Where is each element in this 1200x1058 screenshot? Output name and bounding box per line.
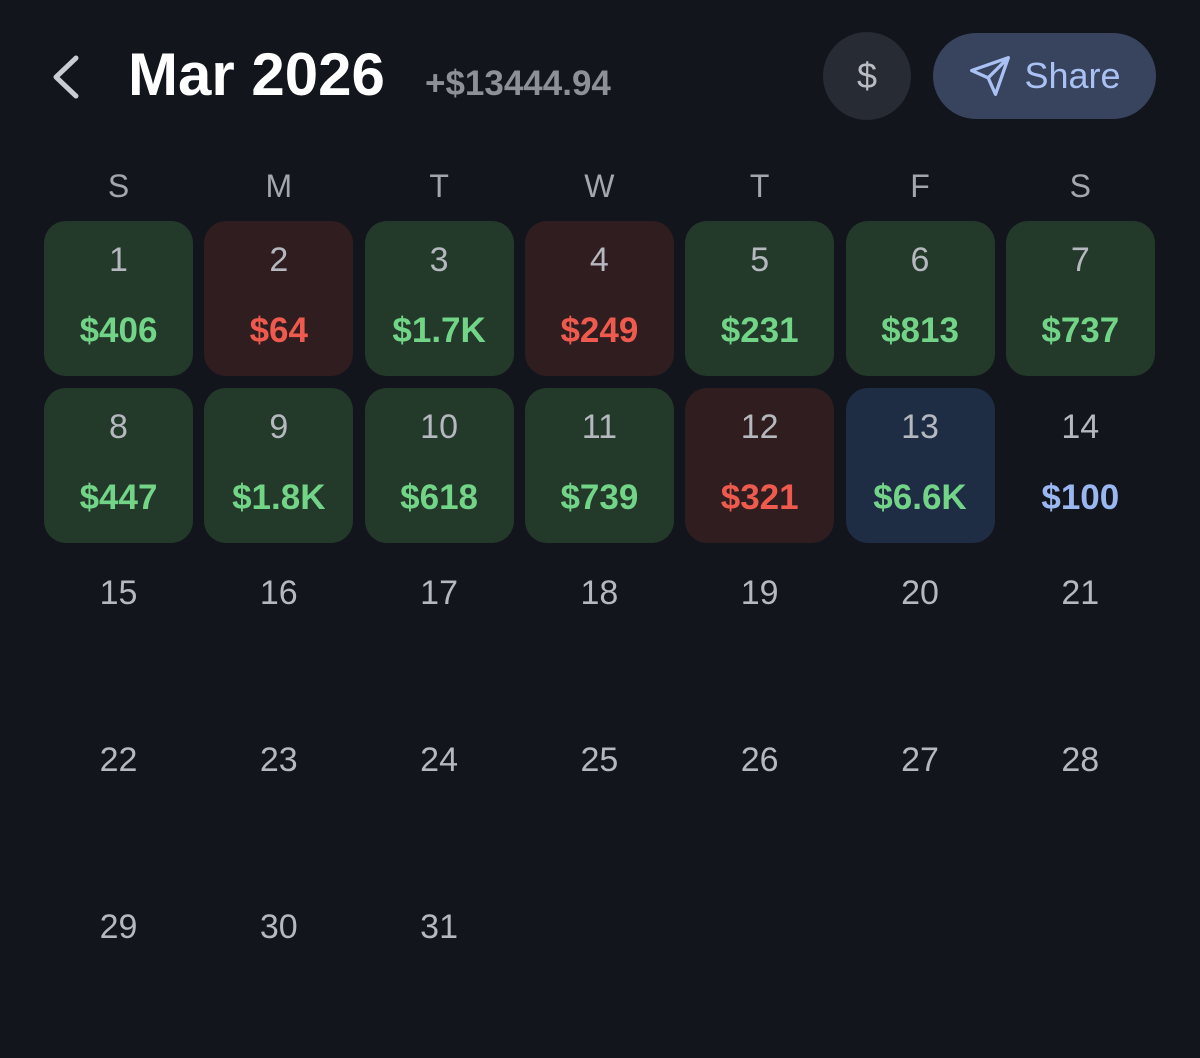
- day-number: 8: [109, 407, 128, 446]
- day-number: 10: [420, 407, 458, 446]
- day-amount: $100: [1041, 477, 1120, 517]
- share-icon: [970, 56, 1011, 96]
- day-number: 15: [99, 574, 138, 613]
- day-number: 3: [429, 241, 449, 279]
- day-cell[interactable]: [685, 387, 835, 543]
- day-number: 2: [269, 241, 289, 279]
- day-cell[interactable]: [364, 387, 514, 543]
- day-number: 9: [269, 407, 289, 446]
- day-number: 4: [589, 241, 609, 279]
- day-number: 6: [910, 241, 930, 279]
- day-number: 19: [740, 574, 779, 613]
- weekday-label: W: [584, 168, 615, 204]
- day-number: 27: [901, 741, 939, 780]
- day-cell[interactable]: [524, 221, 674, 376]
- day-number: 7: [1070, 241, 1090, 279]
- day-number: 25: [580, 741, 619, 780]
- month-title: Mar 2026: [128, 41, 385, 108]
- day-amount: $737: [1041, 311, 1120, 350]
- day-amount: $64: [249, 311, 308, 350]
- day-number: 24: [420, 741, 458, 780]
- day-amount: $739: [560, 477, 639, 517]
- weekday-label: T: [429, 168, 449, 204]
- day-number: 26: [740, 741, 779, 780]
- day-number: 16: [259, 574, 298, 613]
- day-cell[interactable]: [685, 221, 835, 376]
- day-amount: $618: [400, 477, 479, 517]
- day-number: 28: [1061, 741, 1100, 780]
- day-amount: $813: [881, 311, 959, 350]
- day-cell[interactable]: [44, 221, 193, 376]
- day-number: 30: [259, 907, 298, 946]
- day-number: 5: [750, 241, 770, 279]
- day-cell[interactable]: [364, 221, 514, 376]
- month-total: +$13444.94: [425, 64, 611, 103]
- day-amount: $249: [560, 311, 639, 350]
- day-amount: $447: [79, 477, 158, 517]
- day-cell[interactable]: [204, 221, 354, 376]
- currency-button[interactable]: $: [823, 32, 911, 120]
- weekday-label: S: [1069, 168, 1091, 204]
- day-number: 31: [420, 907, 458, 946]
- day-number: 17: [420, 574, 458, 613]
- day-number: 29: [99, 907, 138, 946]
- day-number: 22: [99, 741, 138, 780]
- day-number: 12: [740, 407, 779, 446]
- weekday-label: T: [749, 168, 770, 204]
- weekday-label: S: [107, 168, 130, 204]
- day-number: 14: [1061, 407, 1100, 446]
- day-amount: $1.7K: [392, 311, 486, 350]
- day-number: 21: [1061, 574, 1100, 613]
- day-amount: $406: [79, 311, 158, 350]
- day-number: 13: [901, 407, 939, 446]
- currency-label: $: [856, 55, 878, 96]
- share-label: Share: [1024, 55, 1121, 96]
- weekday-label: F: [910, 168, 930, 204]
- day-cell[interactable]: [845, 221, 995, 376]
- day-amount: $321: [720, 477, 799, 517]
- day-amount: $231: [720, 311, 799, 350]
- day-number: 1: [109, 241, 128, 279]
- day-cell[interactable]: [524, 387, 674, 543]
- day-number: 20: [901, 574, 939, 613]
- weekday-label: M: [265, 168, 293, 204]
- day-cell[interactable]: [845, 387, 995, 543]
- back-button[interactable]: [44, 52, 84, 102]
- day-cell[interactable]: [1005, 221, 1155, 376]
- day-cell[interactable]: [204, 387, 354, 543]
- share-button[interactable]: Share: [933, 33, 1156, 119]
- day-amount: $1.8K: [232, 477, 326, 517]
- day-number: 11: [581, 407, 618, 446]
- day-number: 18: [580, 574, 619, 613]
- day-number: 23: [259, 741, 298, 780]
- day-amount: $6.6K: [873, 477, 967, 517]
- day-cell[interactable]: [44, 387, 193, 543]
